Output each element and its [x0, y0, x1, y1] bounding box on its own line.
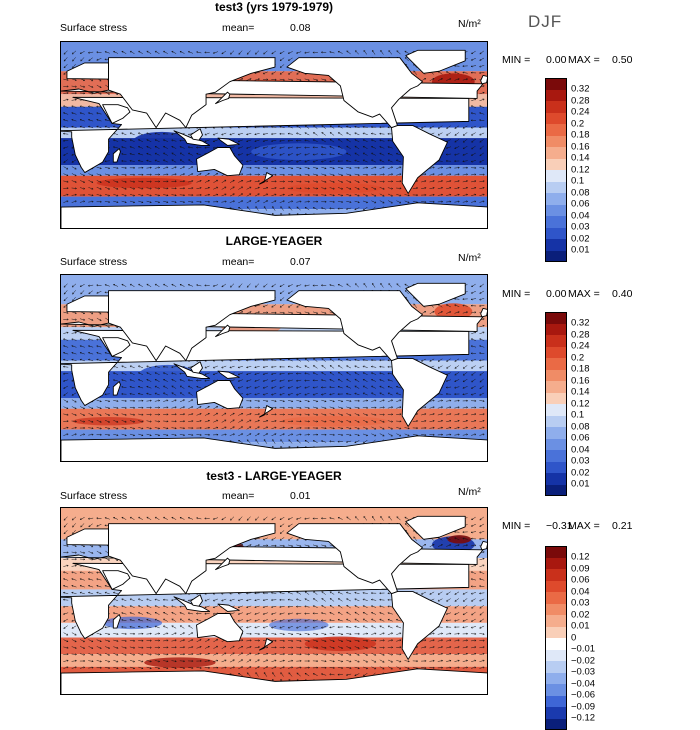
colorbar-swatch [545, 228, 567, 240]
colorbar-swatch [545, 90, 567, 102]
colorbar-swatch [545, 182, 567, 194]
mean-value: 0.07 [290, 256, 310, 268]
colorbar-swatch [545, 113, 567, 125]
max-label: MAX = [568, 54, 600, 66]
units-label: N/m² [458, 18, 481, 30]
colorbar-tick-label: 0.06 [571, 199, 590, 210]
stress-blob [251, 143, 346, 160]
stress-blob [73, 417, 144, 425]
map-panel [60, 274, 488, 462]
colorbar-swatch [545, 159, 567, 171]
variable-label: Surface stress [60, 22, 127, 34]
colorbar-tick-label: 0.16 [571, 141, 590, 152]
colorbar-swatch [545, 136, 567, 148]
mean-label: mean= [222, 22, 254, 34]
max-value: 0.50 [612, 54, 632, 66]
colorbar-tick-label: 0.24 [571, 107, 590, 118]
colorbar-tick-label: 0.03 [571, 222, 590, 233]
colorbar-swatch [545, 78, 567, 90]
min-label: MIN = [502, 54, 530, 66]
colorbar-level: 0.32 [545, 78, 597, 90]
colorbar-swatch [545, 101, 567, 113]
colorbar-tick-label: 0.12 [571, 164, 590, 175]
stress-map [61, 275, 488, 462]
season-label: DJF [528, 12, 562, 32]
colorbar-swatch [545, 170, 567, 182]
colorbar-tick-label: 0.2 [571, 118, 584, 129]
colorbar-swatch [545, 251, 567, 263]
units-label: N/m² [458, 252, 481, 264]
colorbar-swatch [545, 193, 567, 205]
colorbar-tick-label: 0.01 [571, 245, 590, 256]
panel-title: LARGE-YEAGER [60, 234, 488, 248]
colorbar-tick-label: 0.1 [571, 176, 584, 187]
min-value: 0.00 [546, 54, 566, 66]
mean-value: 0.08 [290, 22, 310, 34]
colorbar-tick-label: 0.02 [571, 233, 590, 244]
colorbar-swatch [545, 147, 567, 159]
colorbar-tick-label: 0.08 [571, 187, 590, 198]
map-panel [60, 41, 488, 229]
stress-blob [97, 178, 192, 188]
stress-map [61, 42, 488, 229]
colorbar-tick-label: 0.32 [571, 84, 590, 95]
panel-title: test3 (yrs 1979-1979) [60, 0, 488, 14]
mean-label: mean= [222, 256, 254, 268]
variable-label: Surface stress [60, 256, 127, 268]
colorbar-tick-label: 0.04 [571, 210, 590, 221]
colorbar-tick-label: 0.14 [571, 153, 590, 164]
colorbar-swatch [545, 239, 567, 251]
colorbar-swatch [545, 216, 567, 228]
colorbar-swatch [545, 124, 567, 136]
colorbar-tick-label: 0.18 [571, 130, 590, 141]
colorbar-tick-label: 0.28 [571, 95, 590, 106]
colorbar-swatch [545, 205, 567, 217]
